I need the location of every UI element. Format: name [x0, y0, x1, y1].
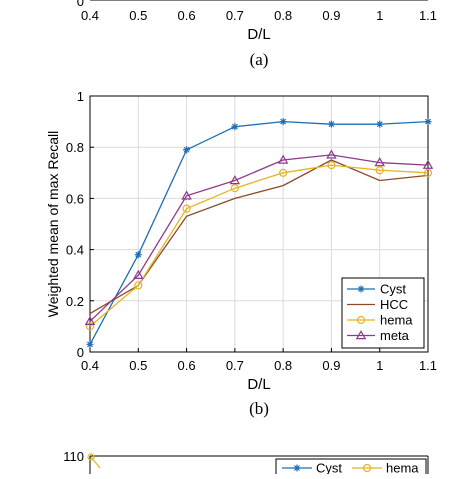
chart-b-y-tick-label: 1	[77, 89, 84, 104]
legend-label-hcc: HCC	[380, 297, 408, 312]
data-point-meta	[133, 269, 144, 279]
chart-b-x-ticks: 0.4 0.5 0.6 0.7 0.8 0.9 1 1.1	[81, 348, 437, 373]
chart-a-x-tick-label: 0.6	[178, 8, 196, 23]
data-point-cyst	[279, 118, 287, 126]
chart-b-x-tick-label: 0.5	[129, 358, 147, 373]
chart-a-fragment: 0 0.4 0.5 0.6 0.7 0.8 0.9 1 1.1 D/L (a)	[77, 0, 437, 69]
legend-marker-cyst	[293, 464, 301, 472]
legend-marker-hema	[362, 463, 372, 473]
data-point-hema	[85, 322, 95, 331]
data-point-cyst	[231, 123, 239, 131]
chart-c-hema-line	[90, 456, 101, 469]
data-point-cyst	[134, 251, 142, 259]
chart-b-y-tick-label: 0	[77, 345, 84, 360]
chart-b-y-tick-label: 0.2	[66, 294, 84, 309]
chart-a-x-tick-label: 1	[376, 8, 383, 23]
chart-b-y-tick-label: 0.6	[66, 191, 84, 206]
chart-b-x-axis-label: D/L	[247, 376, 270, 393]
chart-b-x-tick-label: 0.9	[322, 358, 340, 373]
legend-label-hema: hema	[380, 313, 413, 328]
chart-a-x-tick-label: 0.7	[226, 8, 244, 23]
legend-label-hema: hema	[386, 461, 419, 475]
legend-box	[341, 277, 425, 349]
chart-a-x-axis-label: D/L	[247, 26, 270, 43]
data-point-cyst	[327, 120, 335, 128]
chart-a-x-tick-label: 0.5	[129, 8, 147, 23]
data-point-hema	[134, 281, 143, 290]
chart-c-fragment: 110 Cyst hema	[63, 449, 429, 479]
chart-b-x-tick-label: 1.1	[419, 358, 437, 373]
chart-a-caption: (a)	[250, 50, 269, 69]
legend-label-cyst: Cyst	[380, 282, 406, 297]
chart-a-x-tick-label: 1.1	[419, 8, 437, 23]
data-point-meta	[422, 159, 434, 169]
legend-label-meta: meta	[380, 328, 410, 343]
chart-b-x-tick-label: 0.4	[81, 358, 99, 373]
chart-b-x-tick-label: 0.8	[274, 358, 292, 373]
legend-label-cyst: Cyst	[316, 461, 342, 475]
series-line-hema	[89, 164, 429, 327]
chart-b-y-tick-label: 0.8	[66, 140, 84, 155]
legend-marker-meta	[355, 330, 367, 340]
chart-c-y-tick: 110	[63, 449, 84, 464]
chart-b-caption: (b)	[249, 399, 269, 418]
series-line-cyst	[89, 120, 429, 345]
data-point-cyst	[183, 146, 191, 154]
data-point-hema	[230, 184, 239, 193]
data-point-cyst	[86, 340, 94, 348]
chart-b-x-tick-label: 0.6	[178, 358, 196, 373]
data-point-hema	[327, 161, 336, 170]
series-line-hcc	[89, 159, 429, 315]
chart-b-y-ticks: 0 0.2 0.4 0.6 0.8 1	[66, 89, 94, 360]
data-point-meta	[374, 157, 385, 167]
chart-a-x-tick-label: 0.8	[274, 8, 292, 23]
chart-b-x-tick-label: 0.7	[226, 358, 244, 373]
data-point-meta	[326, 149, 337, 159]
chart-b: 0 0.2 0.4 0.6 0.8 1 0.4 0.5 0.6 0.7 0.8 0.9 1 1.1 We…	[45, 89, 437, 418]
data-point-meta	[229, 175, 241, 185]
chart-b-y-axis-label: Weighted mean of max Recall	[45, 131, 61, 318]
data-point-hema	[375, 166, 384, 175]
data-point-meta	[277, 154, 289, 164]
data-point-cyst	[376, 120, 384, 128]
data-point-cyst	[424, 118, 432, 126]
data-point-hema	[182, 204, 191, 213]
chart-b-x-tick-label: 1	[376, 358, 383, 373]
legend-marker-cyst	[357, 285, 365, 293]
chart-c-hema-point	[87, 453, 95, 461]
chart-c-legend: Cyst hema	[275, 458, 427, 479]
data-point-hema	[423, 168, 433, 177]
chart-a-y-tick: 0	[77, 0, 84, 9]
series-line-meta	[89, 154, 429, 322]
chart-a-x-tick-label: 0.4	[81, 8, 99, 23]
data-point-meta	[181, 190, 192, 200]
data-point-hema	[279, 168, 288, 177]
chart-b-plot-frame	[89, 95, 429, 353]
chart-a-x-tick-label: 0.9	[322, 8, 340, 23]
chart-b-y-tick-label: 0.4	[66, 243, 84, 258]
legend-marker-hema	[356, 315, 366, 325]
chart-b-series	[84, 118, 434, 348]
chart-a-x-ticks: 0.4 0.5 0.6 0.7 0.8 0.9 1 1.1	[81, 8, 437, 23]
data-point-meta	[84, 315, 96, 326]
